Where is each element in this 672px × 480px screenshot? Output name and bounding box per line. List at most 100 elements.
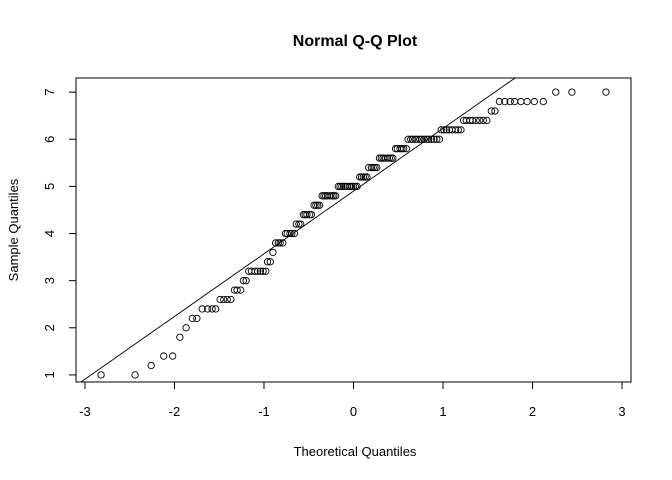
data-point — [348, 182, 356, 191]
data-point — [568, 88, 576, 96]
data-point — [387, 154, 395, 162]
y-axis: 1 2 3 4 5 6 7 — [42, 89, 77, 379]
data-point — [315, 201, 324, 209]
data-point — [517, 97, 525, 106]
data-point — [457, 126, 465, 134]
data-point — [357, 173, 366, 181]
data-point — [437, 126, 445, 134]
data-point — [417, 135, 426, 143]
data-point — [211, 305, 220, 313]
data-point — [237, 286, 245, 294]
data-point — [510, 97, 519, 106]
data-point — [318, 192, 326, 200]
data-point — [454, 126, 462, 134]
data-point — [476, 116, 484, 125]
data-point — [216, 295, 224, 304]
y-tick-label: 7 — [42, 89, 57, 96]
data-point — [269, 248, 277, 257]
data-point — [262, 267, 270, 275]
data-point — [131, 371, 139, 379]
data-point — [451, 126, 460, 134]
data-point — [307, 211, 316, 219]
data-point — [239, 277, 248, 285]
data-point — [220, 295, 228, 304]
data-point — [425, 135, 433, 143]
data-point — [346, 182, 354, 191]
data-point — [97, 371, 105, 379]
data-point — [242, 277, 250, 285]
data-point — [328, 192, 336, 200]
data-point — [487, 107, 496, 115]
data-point — [491, 107, 499, 115]
x-tick-label: 2 — [529, 404, 536, 419]
y-tick-label: 3 — [42, 277, 57, 284]
data-point — [442, 126, 451, 134]
data-point — [530, 97, 538, 106]
data-point — [349, 182, 358, 191]
data-point — [266, 258, 274, 266]
reference-line-group — [80, 77, 516, 383]
y-tick-label: 1 — [42, 371, 57, 378]
x-axis-label: Theoretical Quantiles — [294, 444, 417, 459]
data-point — [506, 97, 514, 106]
data-point — [602, 88, 610, 96]
data-point — [223, 295, 231, 304]
data-point — [188, 314, 197, 323]
data-point — [295, 220, 303, 228]
data-point — [483, 116, 491, 125]
data-point — [404, 135, 412, 143]
data-point — [363, 173, 371, 181]
data-point — [408, 135, 417, 143]
data-point — [193, 314, 201, 323]
data-point — [227, 295, 235, 304]
x-tick-label: 1 — [439, 404, 446, 419]
data-point — [314, 201, 322, 209]
data-point — [326, 192, 334, 200]
data-point — [539, 97, 547, 106]
data-point — [274, 239, 282, 247]
data-point — [402, 145, 410, 153]
x-tick-label: -1 — [258, 404, 270, 419]
data-point — [182, 324, 190, 332]
data-point — [336, 182, 344, 191]
data-point — [334, 182, 342, 191]
data-point — [276, 239, 284, 247]
chart-title: Normal Q-Q Plot — [293, 33, 418, 50]
data-point — [198, 305, 206, 313]
data-point — [367, 163, 376, 172]
y-axis-label: Sample Quantiles — [6, 178, 21, 281]
data-point — [303, 211, 311, 219]
data-point — [423, 135, 431, 143]
data-point — [383, 154, 392, 162]
data-point — [288, 229, 296, 238]
qq-reference-line — [80, 77, 516, 383]
data-points — [97, 88, 610, 379]
data-point — [399, 145, 408, 153]
data-point — [361, 173, 369, 181]
data-point — [331, 192, 340, 200]
data-point — [290, 229, 299, 238]
data-point — [259, 267, 267, 275]
data-point — [254, 267, 262, 275]
data-point — [359, 173, 367, 181]
data-point — [433, 135, 441, 143]
data-point — [203, 305, 212, 313]
data-point — [552, 88, 560, 96]
data-point — [208, 305, 216, 313]
data-point — [472, 116, 480, 125]
x-tick-label: -3 — [79, 404, 91, 419]
data-point — [468, 116, 477, 125]
data-point — [369, 163, 377, 172]
data-point — [385, 154, 393, 162]
x-tick-label: -2 — [169, 404, 181, 419]
data-point — [297, 220, 305, 228]
data-point — [312, 201, 320, 209]
data-point — [256, 267, 265, 275]
y-tick-label: 4 — [42, 230, 57, 237]
data-point — [263, 258, 272, 266]
data-point — [292, 220, 300, 228]
data-point — [501, 97, 509, 106]
data-point — [147, 361, 155, 370]
y-tick-label: 5 — [42, 183, 57, 190]
data-point — [330, 192, 338, 200]
